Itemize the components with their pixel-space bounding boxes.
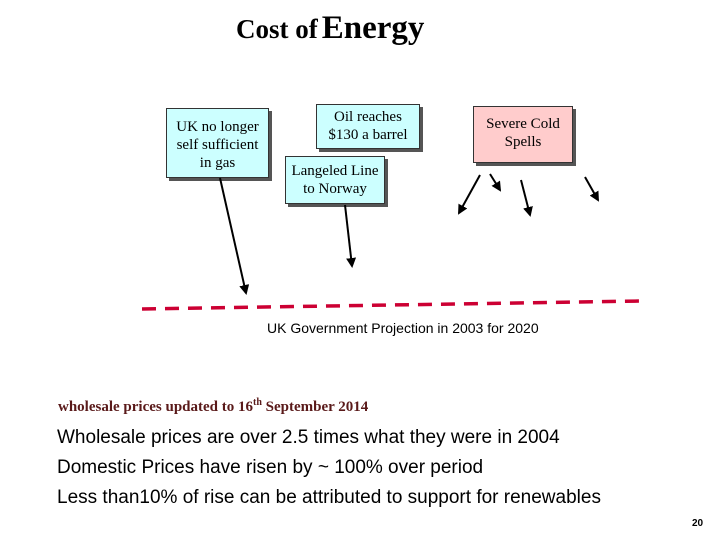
langeled-line-box: Langeled Line to Norway — [285, 156, 385, 204]
update-note-suffix: September 2014 — [261, 399, 369, 415]
oil-price-box: Oil reaches $130 a barrel — [316, 104, 420, 149]
projection-dashed-line — [141, 299, 641, 311]
title-part-1: Cost of — [236, 14, 318, 44]
projection-label: UK Government Projection in 2003 for 202… — [267, 320, 539, 336]
key-point: Less than10% of rise can be attributed t… — [57, 487, 601, 508]
cold-spells-box: Severe Cold Spells — [473, 106, 573, 163]
page-number: 20 — [692, 518, 704, 529]
update-note-sup: th — [253, 397, 262, 408]
uk-gas-box: UK no longer self sufficient in gas — [166, 108, 269, 178]
uk-gas-arrow — [219, 177, 250, 295]
cold-arrow-3 — [520, 179, 533, 217]
title-part-2: Energy — [321, 10, 425, 46]
cold-arrow-2 — [489, 173, 502, 192]
key-points-list: Wholesale prices are over 2.5 times what… — [57, 423, 601, 513]
key-point: Domestic Prices have risen by ~ 100% ove… — [57, 457, 484, 478]
langeled-arrow — [344, 204, 357, 268]
key-point: Wholesale prices are over 2.5 times what… — [57, 427, 560, 448]
update-note: wholesale prices updated to 16th Septemb… — [58, 397, 368, 416]
slide-title: Cost of Energy — [236, 10, 424, 47]
cold-arrow-1 — [458, 174, 481, 215]
cold-arrow-4 — [584, 176, 599, 202]
update-note-prefix: wholesale prices updated to 16 — [58, 399, 253, 415]
